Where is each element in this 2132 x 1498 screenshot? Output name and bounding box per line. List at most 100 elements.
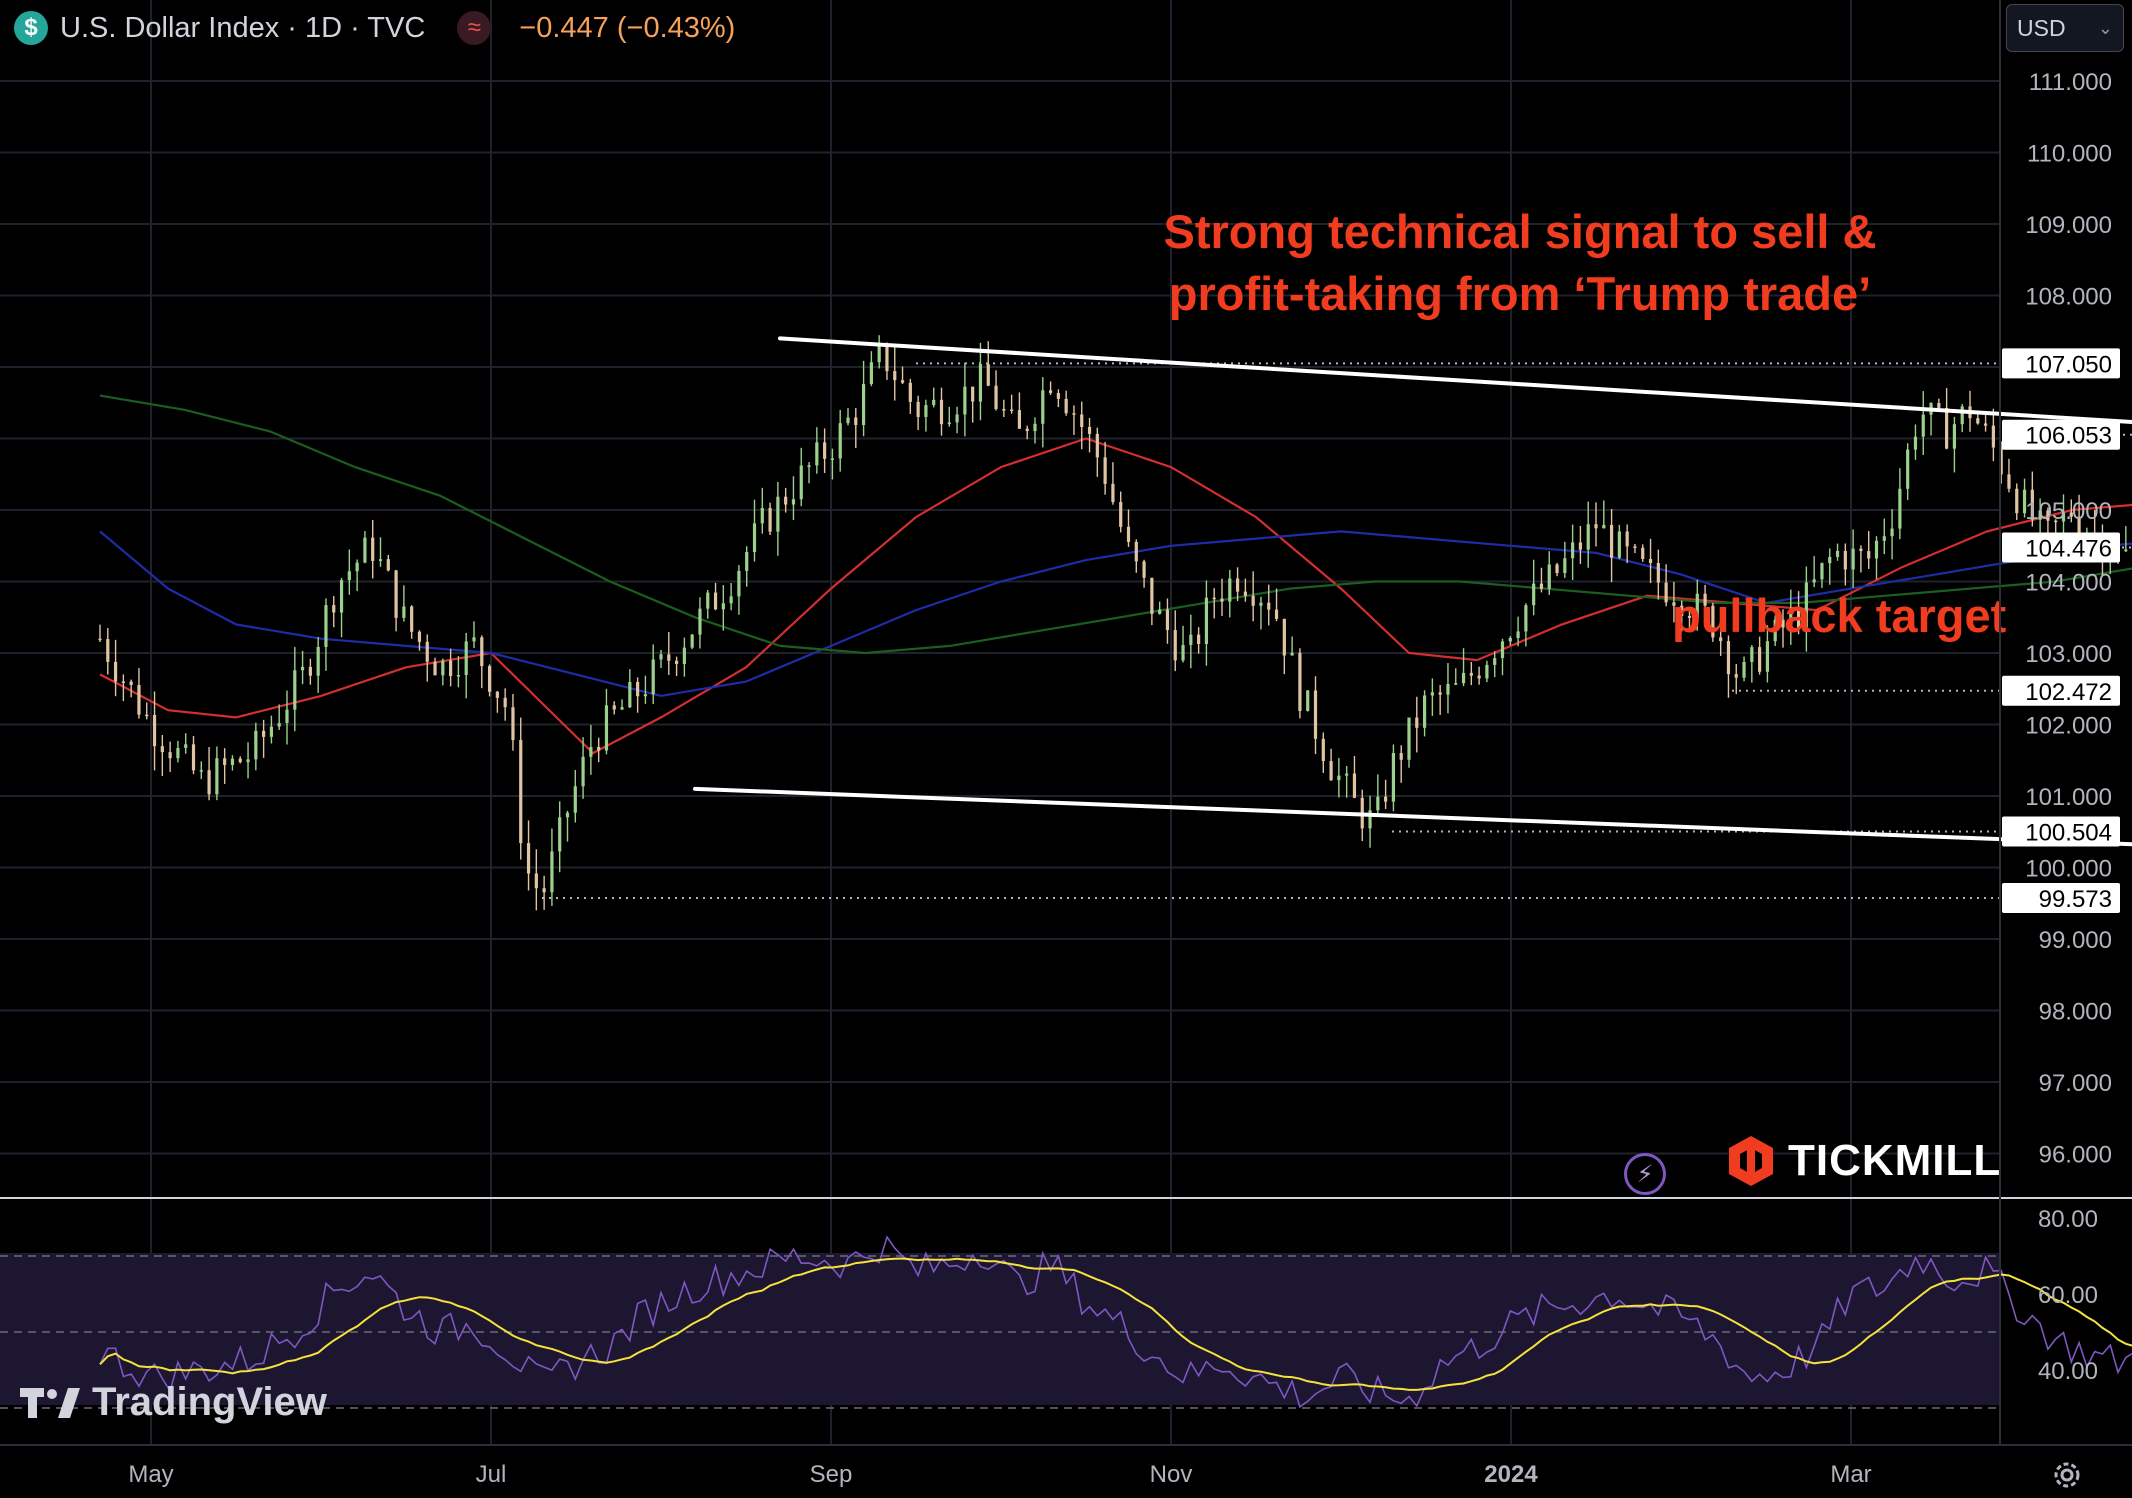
candle-body bbox=[2015, 488, 2019, 514]
candle-body bbox=[246, 759, 250, 763]
candle-body bbox=[550, 851, 554, 893]
candle-body bbox=[1594, 524, 1598, 529]
candle-body bbox=[1680, 605, 1684, 616]
candle-body bbox=[1142, 561, 1146, 578]
candle-body bbox=[1080, 414, 1084, 427]
time-tick-label: Jul bbox=[476, 1461, 507, 1488]
candle-body bbox=[1477, 675, 1481, 679]
candle-body bbox=[1719, 637, 1723, 642]
symbol-title[interactable]: U.S. Dollar Index · 1D · TVC bbox=[60, 11, 426, 44]
candle-body bbox=[300, 666, 305, 671]
candle-body bbox=[900, 380, 905, 383]
price-level-label: 107.050 bbox=[2025, 351, 2112, 378]
candle-body bbox=[511, 707, 515, 741]
candle-body bbox=[737, 570, 741, 597]
candle-body bbox=[1111, 483, 1115, 503]
time-tick-label: Sep bbox=[810, 1461, 853, 1488]
time-tick-label: Nov bbox=[1150, 1461, 1193, 1488]
candle-body bbox=[1874, 540, 1879, 559]
candle-body bbox=[254, 730, 258, 760]
price-level-badge bbox=[2002, 348, 2120, 379]
annotation-text: profit-taking from ‘Trump trade’ bbox=[1169, 267, 1871, 320]
candle-body bbox=[690, 634, 694, 648]
candle-body bbox=[495, 691, 499, 698]
candle-body bbox=[324, 605, 328, 647]
candle-body bbox=[1851, 548, 1855, 570]
candle-body bbox=[1812, 579, 1816, 583]
price-level-badge bbox=[2002, 675, 2120, 706]
candle-body bbox=[674, 660, 679, 664]
candle-body bbox=[1134, 541, 1138, 562]
price-tick-label: 109.000 bbox=[2025, 212, 2112, 239]
annotation-text: pullback target bbox=[1672, 589, 2007, 642]
candle-body bbox=[1267, 602, 1271, 610]
price-tick-label: 102.000 bbox=[2025, 713, 2112, 740]
price-level-label: 99.573 bbox=[2039, 886, 2112, 913]
candle-body bbox=[752, 523, 757, 553]
candle-body bbox=[1415, 717, 1419, 728]
candle-body bbox=[713, 592, 718, 610]
candle-body bbox=[472, 637, 476, 642]
rsi-tick-label: 40.00 bbox=[2038, 1358, 2098, 1385]
candle-body bbox=[1002, 409, 1006, 411]
candle-body bbox=[394, 570, 398, 618]
candle-body bbox=[1835, 550, 1840, 557]
candle-body bbox=[1119, 502, 1123, 527]
candle-body bbox=[184, 744, 188, 748]
candle-body bbox=[1859, 548, 1863, 552]
tradingview-wordmark: TradingView bbox=[92, 1380, 327, 1424]
candle-body bbox=[1173, 630, 1177, 661]
candle-body bbox=[339, 580, 344, 613]
currency-dropdown[interactable]: USD ⌄ bbox=[2006, 4, 2124, 52]
candle-body bbox=[939, 399, 944, 425]
candle-body bbox=[308, 666, 312, 676]
candle-body bbox=[1150, 577, 1154, 614]
candle-body bbox=[2022, 489, 2027, 514]
candle-body bbox=[1298, 652, 1302, 711]
candle-body bbox=[223, 758, 227, 765]
price-axis[interactable]: 111.000 110.000 109.000 108.000 105.000 104.0… bbox=[2002, 69, 2120, 1169]
candle-body bbox=[1999, 447, 2003, 475]
candle-body bbox=[1189, 634, 1193, 645]
candle-body bbox=[1524, 605, 1528, 632]
candle-body bbox=[1485, 664, 1489, 679]
candle-body bbox=[1578, 542, 1583, 550]
lightning-icon[interactable]: ⚡ bbox=[1624, 1153, 1666, 1195]
wave-icon[interactable]: ≈ bbox=[457, 11, 492, 45]
candle-body bbox=[410, 606, 414, 632]
candle-body bbox=[1064, 398, 1068, 414]
candle-body bbox=[994, 385, 998, 410]
candle-body bbox=[191, 744, 196, 771]
candle-body bbox=[1454, 683, 1458, 685]
candle-body bbox=[1181, 644, 1185, 661]
candle-body bbox=[589, 746, 593, 757]
candle-body bbox=[1890, 528, 1894, 537]
candle-body bbox=[1025, 428, 1029, 432]
candle-body bbox=[1555, 564, 1559, 574]
candle-body bbox=[1648, 558, 1653, 564]
tickmill-wordmark: TICKMILL bbox=[1788, 1136, 2002, 1185]
candle-body bbox=[1641, 547, 1645, 559]
candle-body bbox=[1664, 582, 1668, 603]
price-tick-label: 108.000 bbox=[2025, 284, 2112, 311]
candle-body bbox=[1321, 738, 1325, 762]
time-axis[interactable]: MayJulSepNov2024MarMayJulSepNov2025 bbox=[128, 1461, 2132, 1488]
price-level-label: 106.053 bbox=[2025, 423, 2112, 450]
candle-body bbox=[129, 681, 133, 685]
candle-body bbox=[1945, 407, 1949, 449]
gear-icon[interactable] bbox=[2050, 1458, 2084, 1492]
candle-body bbox=[1750, 647, 1754, 662]
candle-body bbox=[1352, 773, 1357, 798]
rsi-moving-average bbox=[99, 1257, 2132, 1391]
candle-body bbox=[1087, 426, 1092, 434]
symbol-header[interactable]: $ U.S. Dollar Index · 1D · TVC ≈ −0.447 … bbox=[14, 8, 735, 48]
candle-body bbox=[2069, 512, 2073, 517]
candle-body bbox=[2030, 489, 2034, 520]
price-level-label: 102.472 bbox=[2025, 679, 2112, 706]
candle-body bbox=[1469, 672, 1473, 676]
candle-body bbox=[893, 371, 897, 381]
candle-body bbox=[347, 571, 351, 581]
candle-body bbox=[1828, 556, 1832, 564]
rsi-band-fill bbox=[0, 1253, 2000, 1405]
